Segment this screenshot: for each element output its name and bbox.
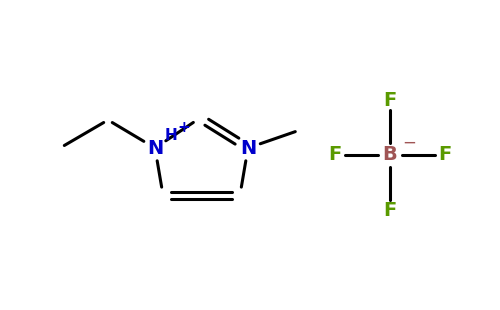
Text: +: + xyxy=(177,121,190,135)
Text: −: − xyxy=(402,134,416,152)
Text: N: N xyxy=(147,139,163,157)
Text: F: F xyxy=(328,145,342,165)
Text: F: F xyxy=(438,145,452,165)
Text: B: B xyxy=(382,145,398,165)
Text: F: F xyxy=(384,201,396,219)
Text: H: H xyxy=(165,129,178,144)
Text: N: N xyxy=(240,139,256,157)
Text: F: F xyxy=(384,91,396,109)
